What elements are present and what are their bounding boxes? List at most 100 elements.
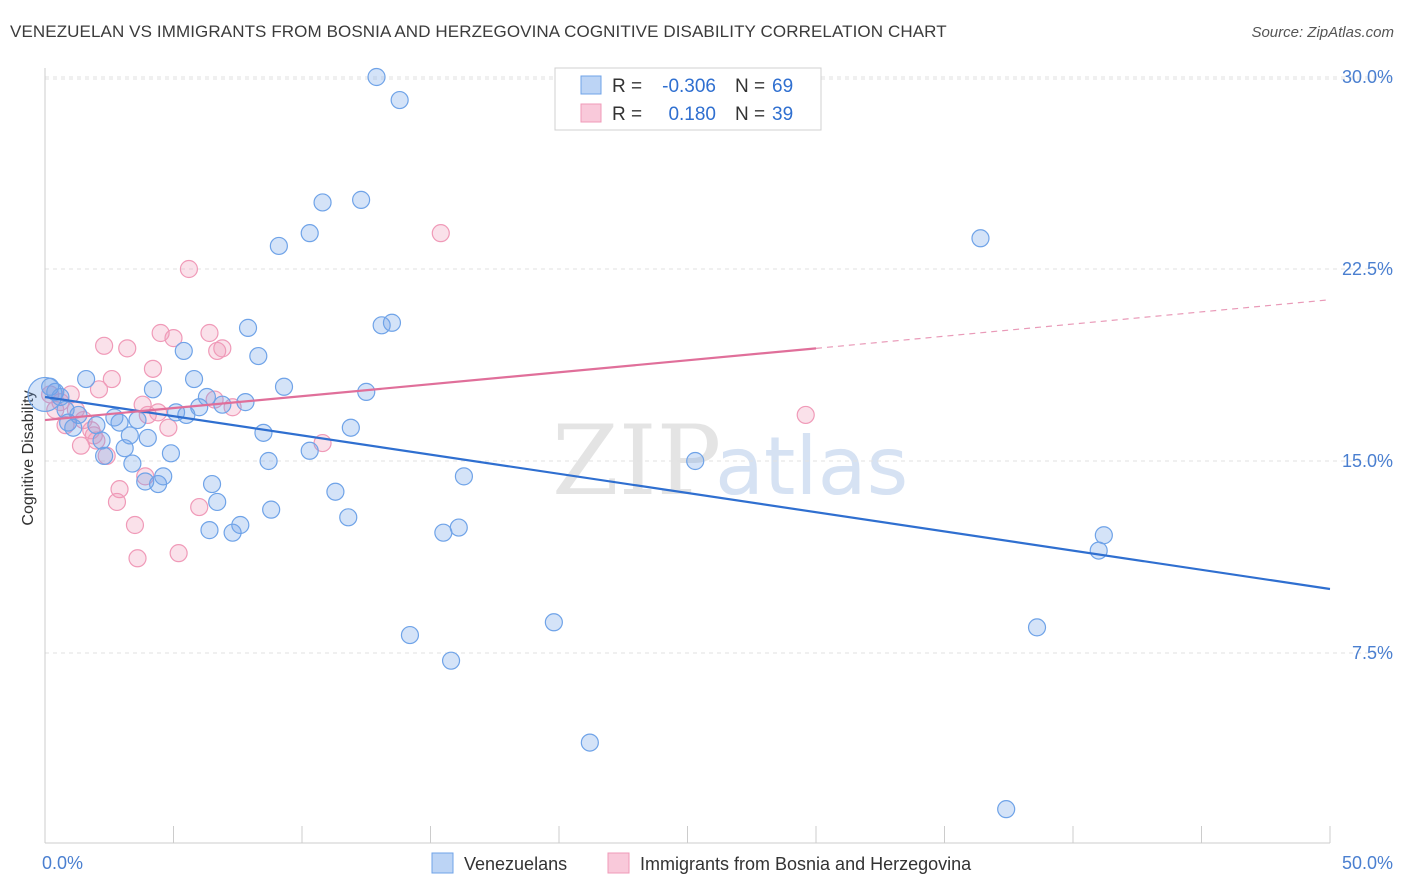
bosnia-point xyxy=(190,497,209,517)
venezuelans-point xyxy=(341,418,360,437)
legend-r-label-1: R = xyxy=(612,76,642,97)
legend-swatch-bosnia xyxy=(580,103,602,123)
venezuelans-point xyxy=(87,416,106,435)
venezuelans-point xyxy=(300,224,319,243)
y-tick-label: 30.0% xyxy=(1342,67,1393,87)
venezuelans-point xyxy=(357,382,376,401)
venezuelans-point xyxy=(262,500,281,519)
correlation-legend: R = -0.306 N = 69 R = 0.180 N = 39 xyxy=(554,67,822,131)
venezuelans-point xyxy=(200,521,219,540)
venezuelans-point xyxy=(123,454,142,473)
bottom-swatch-bosnia xyxy=(607,852,630,874)
venezuelans-point xyxy=(352,190,371,209)
bosnia-point xyxy=(118,339,137,358)
gridlines xyxy=(45,76,1392,654)
venezuelans-point xyxy=(441,651,461,670)
watermark-atlas: atlas xyxy=(715,420,908,513)
venezuelans-point xyxy=(197,387,217,407)
bottom-legend-bosnia: Immigrants from Bosnia and Herzegovina xyxy=(640,854,972,874)
venezuelans-point xyxy=(454,467,474,486)
venezuelans-point xyxy=(390,90,409,110)
venezuelans-point xyxy=(254,423,273,442)
trend-line-bosnia-extension xyxy=(815,299,1331,349)
venezuelans-point xyxy=(1027,618,1047,637)
venezuelans-point xyxy=(339,508,358,527)
y-tick-label: 7.5% xyxy=(1352,643,1393,663)
venezuelans-point xyxy=(300,441,319,460)
legend-n-label-1: N = xyxy=(735,76,765,97)
venezuelans-point xyxy=(92,431,111,450)
bosnia-point xyxy=(95,336,114,355)
venezuelans-point xyxy=(46,382,65,401)
source-credit: Source: ZipAtlas.com xyxy=(1251,24,1394,41)
tick-labels: 7.5% 15.0% 22.5% 30.0% 0.0% 50.0% xyxy=(42,67,1393,873)
venezuelans-point xyxy=(143,380,163,399)
bottom-legend-venezuelans: Venezuelans xyxy=(464,854,567,874)
venezuelans-point xyxy=(202,474,222,494)
bosnia-point xyxy=(87,431,106,450)
venezuelans-point xyxy=(238,318,258,337)
y-tick-label: 22.5% xyxy=(1342,259,1393,279)
legend-swatch-venezuelans xyxy=(580,75,602,95)
venezuelans-point xyxy=(223,523,242,542)
trend-line-venezuelans xyxy=(44,395,1331,591)
watermark: ZIP atlas xyxy=(552,405,908,517)
x-tick-label: 0.0% xyxy=(42,853,83,873)
trend-lines xyxy=(44,299,1331,591)
bosnia-point xyxy=(179,259,199,279)
venezuelans-point xyxy=(971,229,990,248)
legend-n-value-1: 69 xyxy=(772,76,793,97)
venezuelans-point xyxy=(138,428,157,448)
legend-r-value-2: 0.180 xyxy=(668,104,716,125)
venezuelans-point xyxy=(120,426,139,445)
venezuelans-point xyxy=(128,410,147,430)
venezuelans-point xyxy=(269,236,288,256)
venezuelans-point xyxy=(449,518,468,537)
venezuelans-point xyxy=(1089,541,1108,560)
x-tick-label: 50.0% xyxy=(1342,853,1393,873)
venezuelans-point xyxy=(686,451,705,471)
venezuelans-point xyxy=(259,451,278,471)
bosnia-point xyxy=(125,515,145,535)
bosnia-point xyxy=(796,405,815,425)
y-axis-label: Cognitive Disability xyxy=(20,390,37,525)
venezuelans-point xyxy=(249,346,268,366)
axes xyxy=(44,68,1331,844)
venezuelans-point xyxy=(208,492,227,512)
venezuelans-point xyxy=(326,482,345,501)
chart-title: VENEZUELAN VS IMMIGRANTS FROM BOSNIA AND… xyxy=(10,22,947,41)
bosnia-point xyxy=(200,323,219,343)
venezuelans-point xyxy=(69,405,88,425)
bosnia-point xyxy=(128,549,147,568)
venezuelans-point xyxy=(95,446,114,465)
bosnia-point xyxy=(102,369,121,389)
venezuelans-point xyxy=(161,444,181,463)
bosnia-point xyxy=(164,329,183,348)
bottom-swatch-venezuelans xyxy=(431,852,454,874)
legend-r-label-2: R = xyxy=(612,104,642,125)
venezuelans-point xyxy=(997,800,1016,819)
venezuelans-point xyxy=(274,377,294,396)
venezuelans-point xyxy=(434,523,453,542)
bosnia-point xyxy=(110,480,129,499)
bosnia-point xyxy=(208,341,227,361)
legend-n-value-2: 39 xyxy=(772,104,793,125)
venezuelans-point-large xyxy=(27,376,63,413)
venezuelans-point xyxy=(367,67,386,87)
venezuelans-point xyxy=(174,341,193,361)
venezuelans-point xyxy=(382,313,402,332)
bosnia-point xyxy=(213,339,232,358)
bosnia-point xyxy=(431,224,450,243)
venezuelans-point xyxy=(400,625,420,645)
venezuelans-point xyxy=(77,369,96,389)
bosnia-point xyxy=(159,418,178,437)
venezuelans-point xyxy=(154,467,173,486)
series-legend: Venezuelans Immigrants from Bosnia and H… xyxy=(431,852,972,874)
venezuelans-point xyxy=(1094,526,1113,545)
trend-line-bosnia xyxy=(44,347,817,422)
venezuelans-point xyxy=(580,733,599,752)
legend-r-value-1: -0.306 xyxy=(662,76,716,97)
venezuelans-point xyxy=(544,613,563,632)
bosnia-point xyxy=(143,359,163,378)
